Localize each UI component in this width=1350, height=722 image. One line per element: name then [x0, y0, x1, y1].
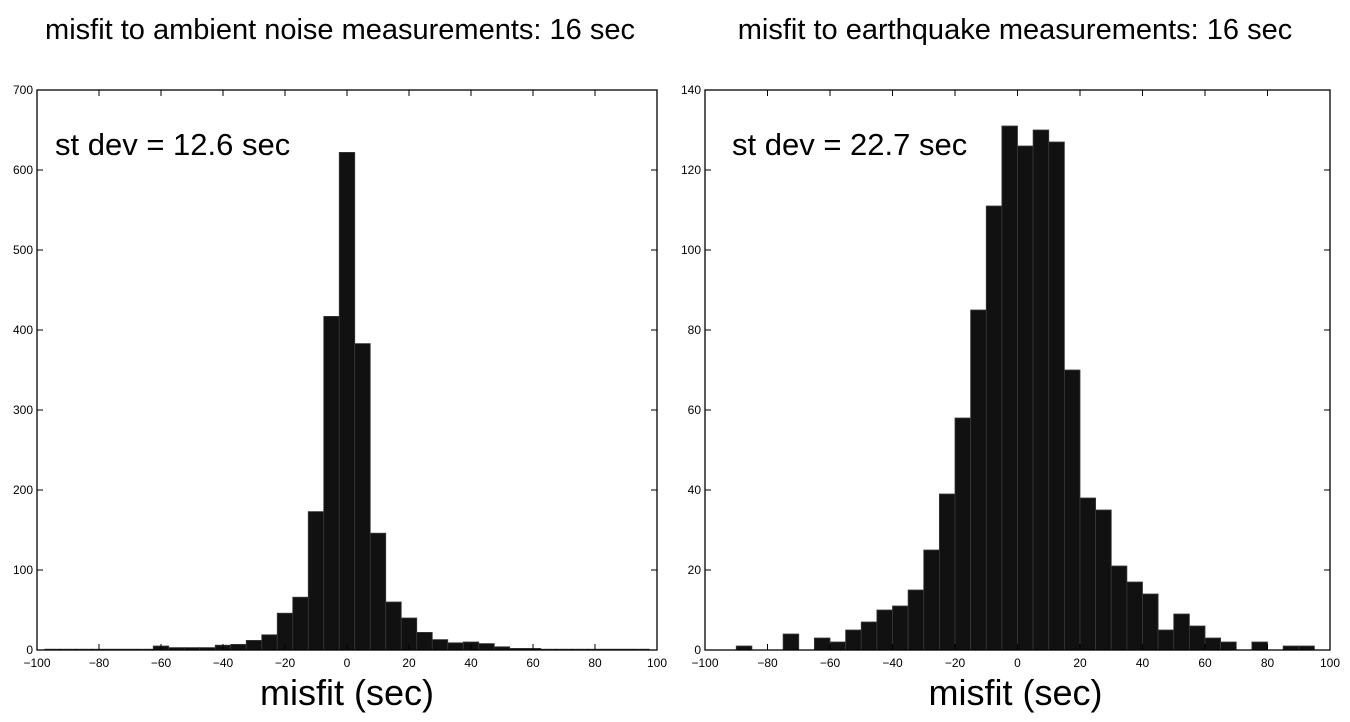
- x-tick-label: 20: [1073, 656, 1087, 670]
- histogram-bar: [447, 642, 464, 651]
- x-tick-label: −20: [945, 656, 966, 670]
- histogram-bar: [1048, 141, 1065, 651]
- histogram-bar: [907, 589, 925, 651]
- histogram-bar: [261, 634, 278, 651]
- histogram-bar: [1204, 637, 1222, 651]
- histogram-bar: [1157, 629, 1175, 651]
- x-tick-label: −80: [757, 656, 778, 670]
- y-tick-label: 120: [681, 163, 701, 177]
- x-axis-label-earthquake: misfit (sec): [928, 672, 1103, 713]
- y-tick-label: 0: [26, 643, 33, 657]
- histogram-bar: [431, 639, 449, 651]
- histogram-bar: [1032, 129, 1050, 651]
- histogram-bar: [1173, 613, 1190, 651]
- histogram-bar: [416, 632, 433, 651]
- x-axis-label-ambient-noise: misfit (sec): [260, 672, 434, 713]
- y-tick-label: 700: [13, 83, 33, 97]
- x-tick-label: 60: [1198, 656, 1212, 670]
- histogram-bar: [245, 640, 263, 651]
- y-tick-label: 140: [681, 83, 701, 97]
- histogram-bar: [954, 417, 972, 651]
- histogram-bar: [829, 641, 847, 651]
- y-tick-label: 200: [13, 483, 33, 497]
- y-tick-label: 600: [13, 163, 33, 177]
- x-tick-label: −100: [691, 656, 718, 670]
- histogram-bar: [354, 343, 371, 651]
- histogram-ambient-noise: −100 −80 −60 −40 −20 0 20 40 60 80 100 0 100 200 300 40…: [13, 83, 667, 670]
- histogram-bar: [1126, 581, 1143, 651]
- histogram-bar: [323, 315, 340, 651]
- histogram-bar: [1001, 125, 1018, 651]
- histogram-bar: [1095, 509, 1112, 651]
- y-tick-label: 400: [13, 323, 33, 337]
- x-tick-label: 80: [588, 656, 602, 670]
- y-tick-label: 300: [13, 403, 33, 417]
- y-tick-label: 0: [694, 643, 701, 657]
- x-tick-label: −60: [151, 656, 172, 670]
- histogram-bar: [938, 493, 956, 651]
- histogram-bar: [307, 511, 325, 651]
- x-tick-label: 40: [464, 656, 478, 670]
- x-tick-label: 0: [1014, 656, 1021, 670]
- x-tick-label: 100: [1320, 656, 1340, 670]
- x-tick-label: −80: [89, 656, 110, 670]
- x-tick-label: 80: [1261, 656, 1275, 670]
- chart-title-ambient-noise: misfit to ambient noise measurements: 16…: [45, 14, 635, 46]
- x-tick-label: −100: [23, 656, 50, 670]
- x-tick-label: −60: [820, 656, 841, 670]
- x-tick-label: 60: [526, 656, 540, 670]
- x-tick-label: 0: [344, 656, 351, 670]
- histogram-bar: [1142, 593, 1159, 651]
- histogram-bar: [1220, 641, 1237, 651]
- histogram-bar: [892, 605, 909, 651]
- histogram-bar: [1017, 145, 1034, 651]
- y-tick-label: 100: [681, 243, 701, 257]
- histogram-bar: [813, 637, 831, 651]
- histogram-bar: [385, 601, 402, 651]
- y-tick-label: 100: [13, 563, 33, 577]
- y-tick-label: 40: [688, 483, 702, 497]
- y-tick-label: 20: [688, 563, 702, 577]
- x-tick-label: −40: [213, 656, 234, 670]
- y-tick-label: 80: [688, 323, 702, 337]
- histogram-bar: [1188, 625, 1206, 651]
- histogram-bar: [292, 596, 309, 651]
- histogram-bar: [1251, 641, 1268, 651]
- y-tick-label: 60: [688, 403, 702, 417]
- histogram-bar: [478, 643, 495, 651]
- histogram-bar: [985, 205, 1003, 651]
- std-dev-annotation: st dev = 12.6 sec: [55, 127, 290, 162]
- histogram-bar: [923, 549, 940, 651]
- histogram-bar: [338, 151, 356, 651]
- histogram-bar: [230, 644, 247, 651]
- histogram-bar: [1063, 369, 1081, 651]
- histogram-bar: [369, 532, 387, 651]
- histogram-bar: [782, 633, 800, 651]
- histogram-bar: [845, 629, 862, 651]
- x-tick-label: −40: [882, 656, 903, 670]
- x-tick-label: 20: [402, 656, 416, 670]
- y-tick-label: 500: [13, 243, 33, 257]
- x-tick-label: 100: [647, 656, 667, 670]
- chart-title-earthquake: misfit to earthquake measurements: 16 se…: [737, 14, 1293, 46]
- std-dev-annotation: st dev = 22.7 sec: [732, 127, 967, 162]
- x-tick-label: 40: [1136, 656, 1150, 670]
- histogram-bar: [1079, 497, 1097, 651]
- histogram-earthquake: −100 −80 −60 −40 −20 0 20 40 60 80 100 0 20 40 60 80 100…: [681, 83, 1340, 670]
- histogram-bar: [860, 621, 878, 651]
- histogram-bar: [970, 309, 987, 651]
- histogram-bar: [1110, 565, 1128, 651]
- histogram-bar: [876, 609, 893, 651]
- x-tick-label: −20: [275, 656, 296, 670]
